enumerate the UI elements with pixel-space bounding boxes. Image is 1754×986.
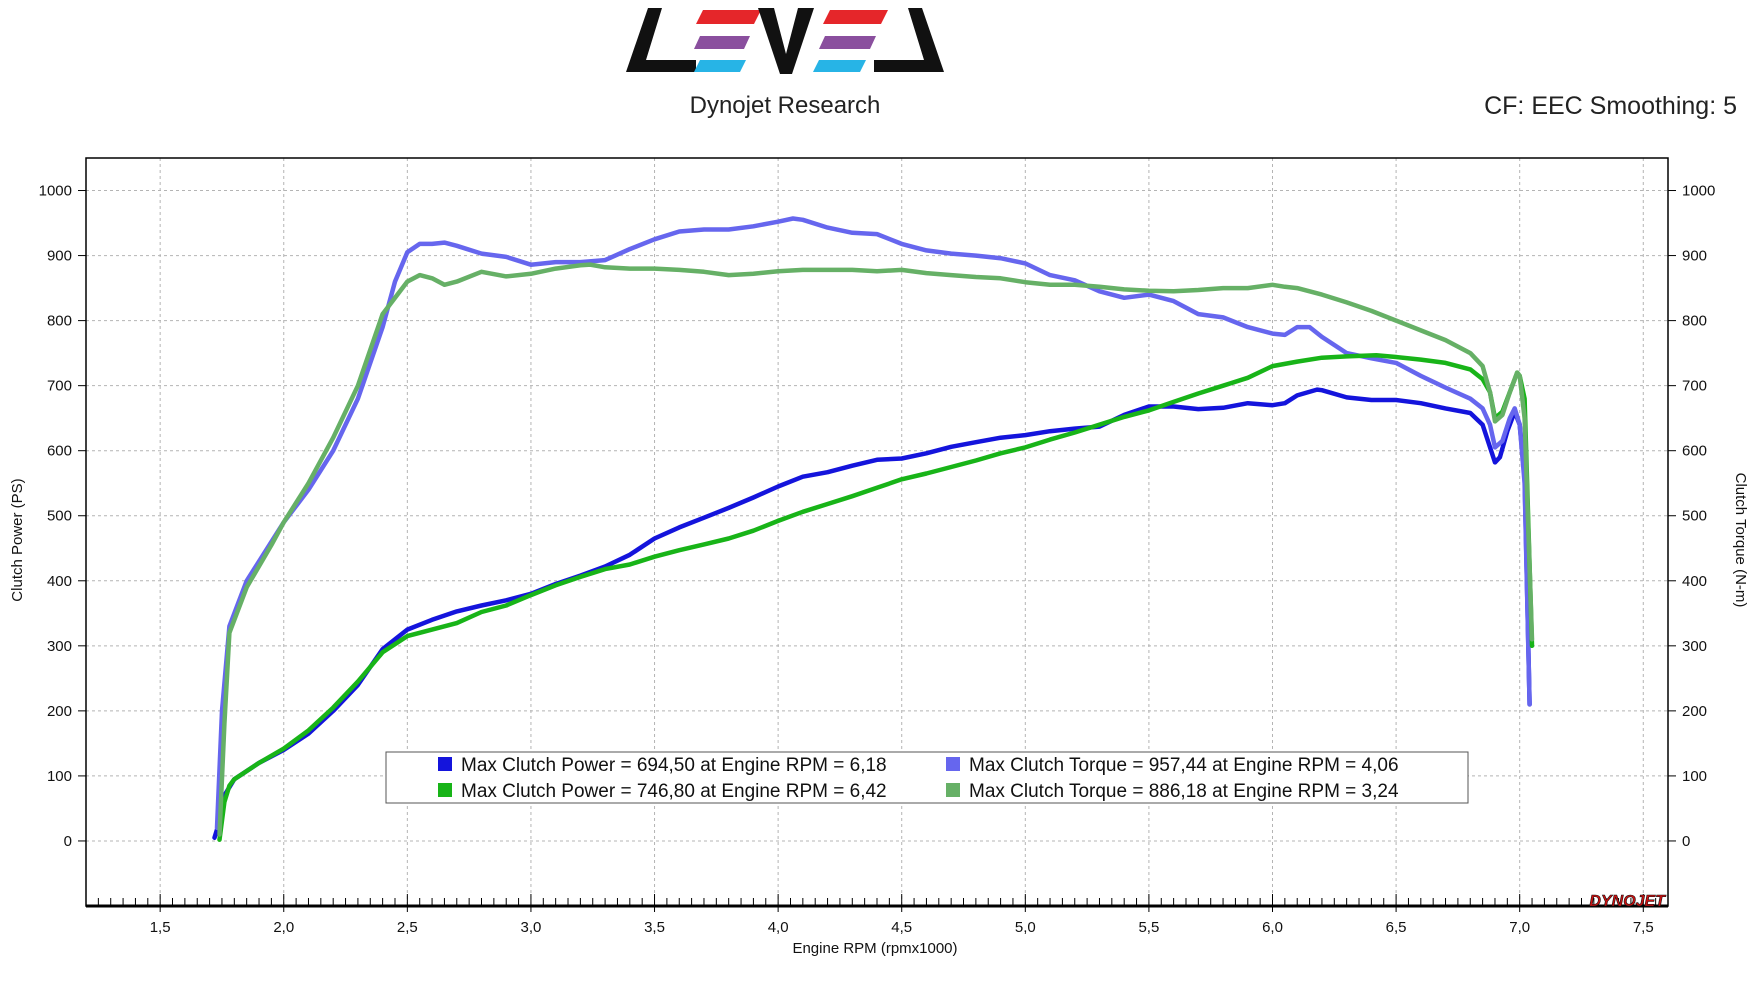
y-right-tick-label: 700	[1682, 378, 1707, 395]
logo-letter-e1	[694, 10, 761, 72]
y-right-tick-label: 500	[1682, 508, 1707, 525]
y-left-tick-label: 400	[47, 573, 72, 590]
logo-letter-l	[626, 8, 696, 72]
x-tick-label: 5,0	[1015, 919, 1036, 936]
y-axis-right-label: Clutch Torque (N-m)	[1732, 473, 1749, 608]
legend-item: Max Clutch Torque = 886,18 at Engine RPM…	[946, 781, 1399, 802]
legend-text-blue-torque: Max Clutch Torque = 957,44 at Engine RPM…	[969, 755, 1399, 776]
legend-swatch-blue-torque	[946, 757, 960, 771]
y-left-tick-label: 600	[47, 443, 72, 460]
logo-letter-v	[758, 8, 814, 74]
grid	[86, 158, 1668, 906]
x-tick-label: 3,5	[644, 919, 665, 936]
y-left-tick-label: 1000	[39, 183, 72, 200]
x-tick-label: 6,0	[1262, 919, 1283, 936]
x-tick-label: 2,0	[273, 919, 294, 936]
logo-letter-l-mirrored	[874, 8, 944, 72]
legend-text-green-torque: Max Clutch Torque = 886,18 at Engine RPM…	[969, 781, 1399, 802]
smoothing-info: CF: EEC Smoothing: 5	[1484, 92, 1737, 120]
x-tick-label: 2,5	[397, 919, 418, 936]
legend-swatch-blue-power	[438, 757, 452, 771]
y-left-tick-label: 300	[47, 638, 72, 655]
x-axis-label: Engine RPM (rpmx1000)	[792, 940, 957, 957]
y-left-tick-label: 200	[47, 703, 72, 720]
series	[212, 216, 1535, 842]
y-right-tick-label: 800	[1682, 313, 1707, 330]
x-tick-label: 7,5	[1633, 919, 1654, 936]
legend-swatch-green-torque	[946, 783, 960, 797]
dyno-title: Dynojet Research	[689, 92, 881, 119]
x-tick-label: 5,5	[1138, 919, 1159, 936]
y-right-tick-label: 1000	[1682, 183, 1715, 200]
y-right-tick-label: 0	[1682, 833, 1690, 850]
axes: 1,5 2,0 2,5 3,0 3,5 4,0 4,5 5,0 5,5 6,0 6,5 7,0 7,5 0…	[39, 157, 1715, 936]
y-right-tick-label: 900	[1682, 248, 1707, 265]
series-green-power	[217, 352, 1535, 842]
x-tick-label: 7,0	[1509, 919, 1530, 936]
y-left-tick-label: 900	[47, 248, 72, 265]
logo-letter-e2	[813, 10, 888, 72]
legend-item: Max Clutch Power = 746,80 at Engine RPM …	[438, 781, 887, 802]
series-green-torque	[217, 262, 1535, 837]
legend: Max Clutch Power = 694,50 at Engine RPM …	[385, 751, 1469, 804]
legend-text-green-power: Max Clutch Power = 746,80 at Engine RPM …	[461, 781, 887, 802]
x-tick-label: 3,0	[521, 919, 542, 936]
legend-item: Max Clutch Power = 694,50 at Engine RPM …	[438, 755, 887, 776]
y-right-tick-label: 400	[1682, 573, 1707, 590]
y-left-tick-label: 500	[47, 508, 72, 525]
y-right-tick-label: 200	[1682, 703, 1707, 720]
x-tick-label: 6,5	[1386, 919, 1407, 936]
y-left-tick-label: 800	[47, 313, 72, 330]
series-blue-power	[212, 387, 1532, 840]
y-right-tick-label: 300	[1682, 638, 1707, 655]
legend-swatch-green-power	[438, 783, 452, 797]
y-left-tick-label: 0	[64, 833, 72, 850]
dynojet-watermark: DYNOJET	[1589, 893, 1666, 910]
y-axis-left-label: Clutch Power (PS)	[9, 478, 26, 601]
legend-text-blue-power: Max Clutch Power = 694,50 at Engine RPM …	[461, 755, 887, 776]
x-tick-label: 4,0	[768, 919, 789, 936]
x-tick-label: 4,5	[891, 919, 912, 936]
level-logo	[626, 8, 944, 74]
legend-item: Max Clutch Torque = 957,44 at Engine RPM…	[946, 755, 1399, 776]
y-left-tick-label: 700	[47, 378, 72, 395]
y-right-tick-label: 600	[1682, 443, 1707, 460]
x-tick-label: 1,5	[150, 919, 171, 936]
series-blue-torque	[214, 216, 1532, 831]
y-left-tick-label: 100	[47, 768, 72, 785]
y-right-tick-label: 100	[1682, 768, 1707, 785]
